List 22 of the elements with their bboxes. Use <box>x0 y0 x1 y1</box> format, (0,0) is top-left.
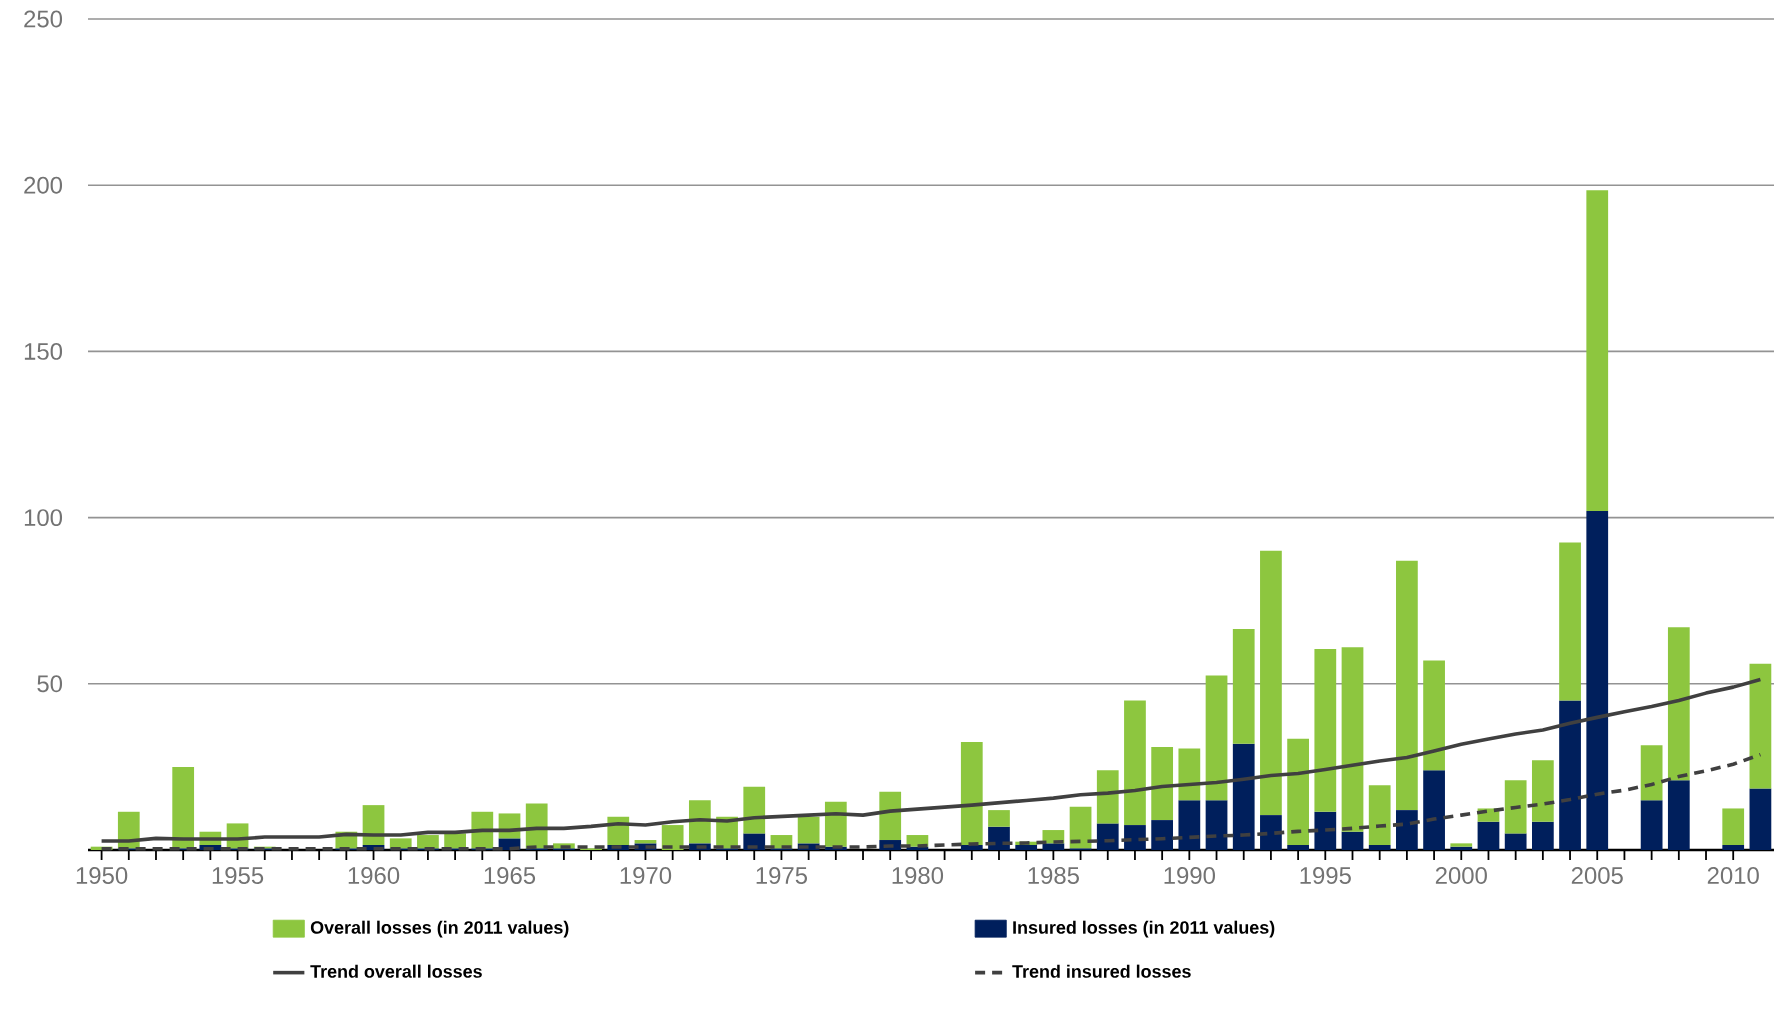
x-tick-label: 2005 <box>1571 867 1623 884</box>
legend-label: Trend insured losses <box>1012 964 1191 978</box>
x-tick-label: 2000 <box>1435 867 1487 884</box>
x-tick-label: 1950 <box>76 867 128 884</box>
x-tick-label: 1975 <box>756 867 807 884</box>
legend-label: Trend overall losses <box>310 964 482 978</box>
y-tick-label: 200 <box>24 176 63 194</box>
x-tick-label: 1960 <box>348 867 400 884</box>
y-tick-label: 100 <box>24 509 63 527</box>
x-tick-label: 1990 <box>1164 867 1215 884</box>
x-tick-label: 1955 <box>212 867 264 884</box>
y-tick-label: 150 <box>24 342 63 360</box>
y-tick-label: 50 <box>37 675 63 693</box>
legend-label: Overall losses (in 2011 values) <box>310 920 569 938</box>
x-tick-label: 1965 <box>484 867 536 884</box>
x-tick-label: 1985 <box>1028 867 1079 884</box>
x-tick-label: 2010 <box>1707 867 1759 884</box>
y-tick-label: 250 <box>24 10 63 28</box>
x-tick-label: 1980 <box>892 867 944 884</box>
x-tick-label: 1995 <box>1300 867 1351 884</box>
x-tick-label: 1970 <box>620 867 672 884</box>
legend-label: Insured losses (in 2011 values) <box>1013 920 1275 938</box>
